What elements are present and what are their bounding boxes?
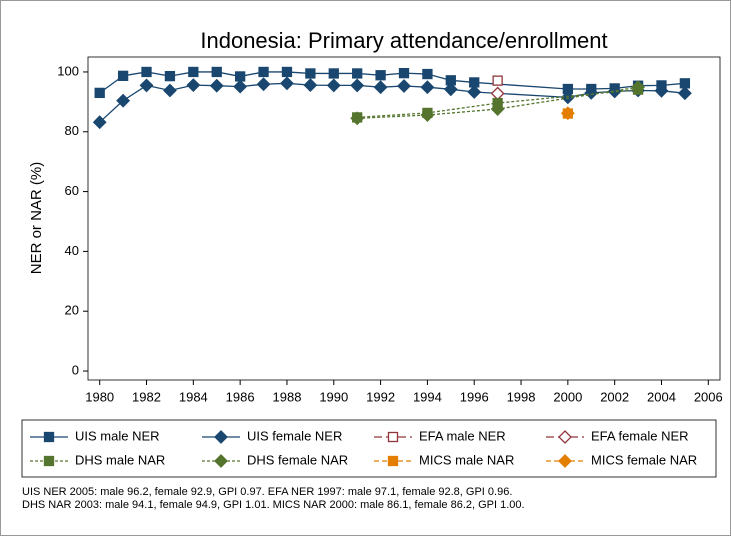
marker [373,80,388,95]
marker [328,68,339,79]
marker [490,102,505,116]
marker [186,78,201,93]
marker [233,79,248,94]
y-tick-label: 80 [65,123,79,138]
marker [117,70,129,81]
x-tick-label: 1986 [226,389,255,404]
x-tick-label: 1994 [413,389,442,404]
marker [420,80,435,95]
y-axis-label: NER or NAR (%) [28,162,45,275]
marker [281,66,293,78]
marker [214,430,228,444]
x-tick-label: 1996 [460,389,489,404]
marker [492,75,503,86]
marker [420,108,435,122]
marker [558,430,572,444]
chart-title: Indonesia: Primary attendance/enrollment [200,28,607,53]
legend-label: DHS male NAR [75,452,165,467]
marker [387,455,399,467]
y-tick-label: 100 [57,63,79,78]
note: UIS NER 2005: male 96.2, female 92.9, GP… [22,486,512,498]
marker [398,68,410,79]
marker [677,86,692,101]
y-tick-label: 40 [65,243,79,258]
marker [350,78,365,93]
marker [560,106,575,121]
marker [387,431,399,443]
x-tick-label: 2000 [553,389,582,404]
marker [558,454,572,468]
x-tick-label: 1998 [507,389,536,404]
marker [209,78,224,93]
marker [94,87,105,99]
marker [234,71,246,82]
legend-label: DHS female NAR [247,452,348,467]
marker [43,431,55,443]
marker [116,93,131,108]
marker [350,111,365,126]
x-tick-label: 1982 [132,389,161,404]
marker [375,70,386,81]
marker [164,70,176,82]
marker [467,85,482,99]
note: DHS NAR 2003: male 94.1, female 94.9, GP… [22,499,525,511]
plot-area [87,56,721,381]
marker [92,115,107,130]
legend-label: EFA male NER [419,428,506,443]
marker [303,78,318,93]
legend-label: EFA female NER [591,428,689,443]
marker [188,66,199,78]
marker [584,85,599,100]
marker [443,82,458,97]
marker [280,76,294,91]
legend-label: UIS female NER [247,428,342,443]
x-tick-label: 1984 [179,389,208,404]
marker [43,455,55,467]
marker [163,83,177,98]
y-tick-label: 0 [72,362,79,377]
marker [631,80,645,95]
marker [139,78,154,93]
series-line [357,86,639,119]
marker [654,83,669,98]
marker [214,454,228,468]
marker [352,68,363,79]
legend-label: MICS female NAR [591,452,697,467]
y-tick-label: 20 [65,303,79,318]
marker [397,79,411,93]
marker [305,68,316,79]
x-tick-label: 2002 [600,389,629,404]
marker [141,66,152,78]
marker [211,66,222,78]
marker [256,77,271,92]
legend [21,419,717,478]
legend-label: MICS male NAR [419,452,514,467]
marker [607,84,622,99]
marker [326,78,341,93]
x-tick-label: 1980 [85,389,114,404]
x-tick-label: 2004 [647,389,676,404]
y-tick-label: 60 [65,183,79,198]
x-tick-label: 2006 [694,389,723,404]
x-tick-label: 1992 [366,389,395,404]
series-line [357,88,639,119]
x-tick-label: 1988 [273,389,302,404]
x-tick-label: 1990 [319,389,348,404]
marker [258,66,269,78]
legend-label: UIS male NER [75,428,160,443]
marker [422,68,433,80]
